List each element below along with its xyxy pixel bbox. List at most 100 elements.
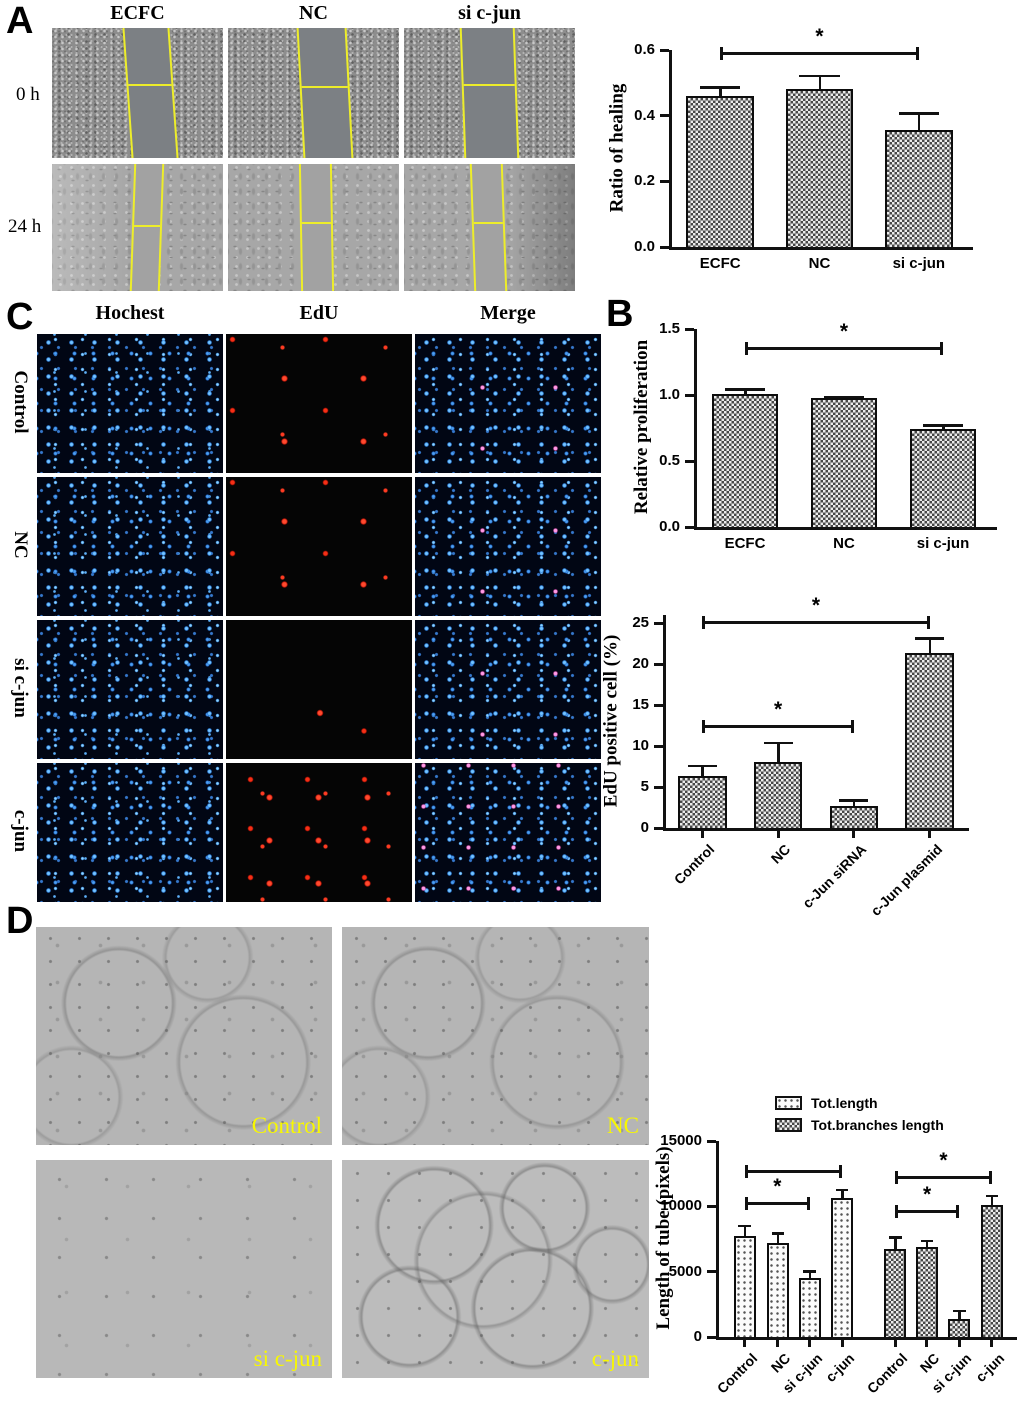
x-tick	[957, 1340, 961, 1347]
wound-measure-line	[474, 221, 504, 224]
significance-bracket	[720, 46, 919, 60]
significance-star: *	[774, 697, 783, 721]
y-tick	[654, 621, 663, 625]
legend-swatch	[775, 1118, 802, 1132]
panel-c-col-header: EdU	[299, 302, 339, 324]
bracket-end-left	[744, 1197, 748, 1211]
bar	[981, 1205, 1003, 1337]
y-tick-label: 10	[632, 737, 649, 755]
significance-star: *	[839, 320, 849, 344]
bracket-end-left	[895, 1205, 899, 1219]
error-bar-cap	[839, 799, 869, 802]
bar	[767, 1242, 789, 1337]
y-tick-label: 1.5	[659, 320, 680, 337]
error-bar-cap	[803, 1270, 817, 1273]
panel-c-row-header: si c-jun	[10, 658, 31, 718]
y-tick-label: 0	[693, 1328, 702, 1345]
bar	[916, 1246, 938, 1337]
x-tick	[776, 831, 780, 838]
bar	[712, 393, 778, 527]
significance-star: *	[923, 1183, 932, 1207]
y-tick-label: 0	[640, 819, 649, 836]
y-tick	[654, 826, 663, 830]
significance-bracket	[745, 342, 943, 356]
y-tick-label: 25	[632, 614, 649, 632]
edu-image-sicjun	[226, 620, 412, 759]
merge-image-cjun	[415, 763, 601, 902]
wound-image-24h-nc	[228, 164, 399, 291]
bar	[785, 89, 854, 247]
bracket-end-right	[940, 342, 943, 356]
panel-a-letter: A	[6, 0, 33, 42]
wound-measure-line	[134, 224, 161, 227]
x-tick	[928, 831, 932, 838]
bar	[686, 95, 755, 247]
y-tick	[660, 48, 669, 52]
error-bar-cap	[985, 1194, 999, 1198]
panel-c-letter: C	[6, 296, 33, 338]
bar	[910, 429, 976, 527]
chart-relative-proliferation: Relative proliferation 0.0 0.5 1.0 1.5 ECFC NC…	[600, 293, 1020, 577]
significance-bracket	[895, 1205, 960, 1219]
error-bar-cap	[835, 1188, 849, 1192]
error-bar-line	[942, 424, 945, 432]
edu-image-nc	[226, 477, 412, 616]
panel-c-col-header: Hochest	[95, 302, 165, 324]
plot-area	[669, 50, 973, 250]
wound-measure-line	[128, 84, 172, 87]
bracket-end-left	[702, 719, 706, 733]
y-tick-label: 5	[640, 778, 649, 796]
error-bar-cap	[738, 1224, 752, 1228]
edu-image-cjun	[226, 763, 412, 902]
y-tick	[654, 785, 663, 789]
y-tick-label: 0.2	[634, 172, 655, 190]
panel-b-letter: B	[606, 293, 633, 335]
bracket-end-right	[956, 1205, 960, 1219]
bracket-end-left	[895, 1171, 899, 1185]
bracket-end-left	[744, 1164, 748, 1178]
y-axis-label: Ratio of healing	[606, 83, 627, 212]
plot-area	[663, 615, 969, 831]
chart-ratio-of-healing: Ratio of healing 0.0 0.2 0.4 0.6 ECFC NC si c-j…	[600, 10, 1020, 292]
x-tick	[925, 1340, 929, 1347]
panel-a-row-header: 0 h	[16, 84, 40, 105]
y-tick	[654, 703, 663, 707]
bracket-end-right	[988, 1171, 992, 1185]
bracket-end-right	[806, 1197, 810, 1211]
x-tick	[990, 1340, 994, 1347]
error-bar-cap	[699, 86, 741, 89]
y-tick	[660, 245, 669, 249]
error-bar-line	[743, 1224, 747, 1239]
chart-length-of-tube: Length of tube (pixels) 0 5000 10000 15000 Co…	[653, 1085, 1020, 1401]
bracket-end-left	[720, 46, 724, 60]
x-tick	[893, 1340, 897, 1347]
error-bar-line	[894, 1236, 897, 1252]
error-bar-cap	[725, 388, 765, 391]
x-tick	[776, 1340, 780, 1347]
bracket-end-right	[926, 615, 930, 629]
error-bar-line	[744, 388, 747, 396]
error-bar-line	[917, 112, 921, 133]
y-tick-label: 15000	[660, 1132, 702, 1149]
error-bar-line	[777, 741, 780, 765]
bar	[884, 130, 953, 247]
legend-label: Tot.branches length	[811, 1117, 944, 1133]
y-tick	[707, 1204, 716, 1208]
y-tick	[707, 1139, 716, 1143]
tube-image-label: si c-jun	[253, 1346, 322, 1371]
legend-swatch	[775, 1096, 802, 1110]
error-bar-cap	[799, 74, 840, 78]
y-tick-label: 0.0	[634, 238, 655, 255]
x-tick	[808, 1340, 812, 1347]
x-category-label: ECFC	[724, 535, 766, 552]
error-bar-line	[990, 1194, 994, 1208]
x-tick	[700, 831, 704, 838]
y-tick	[660, 179, 669, 183]
scratch-band	[298, 164, 335, 291]
bar	[799, 1278, 821, 1337]
plot-area	[716, 1141, 1017, 1340]
wound-image-0h-sicjun	[404, 28, 575, 158]
y-tick	[685, 327, 694, 331]
y-tick-label: 0.6	[634, 41, 655, 58]
panel-c-col-header: Merge	[480, 302, 536, 324]
